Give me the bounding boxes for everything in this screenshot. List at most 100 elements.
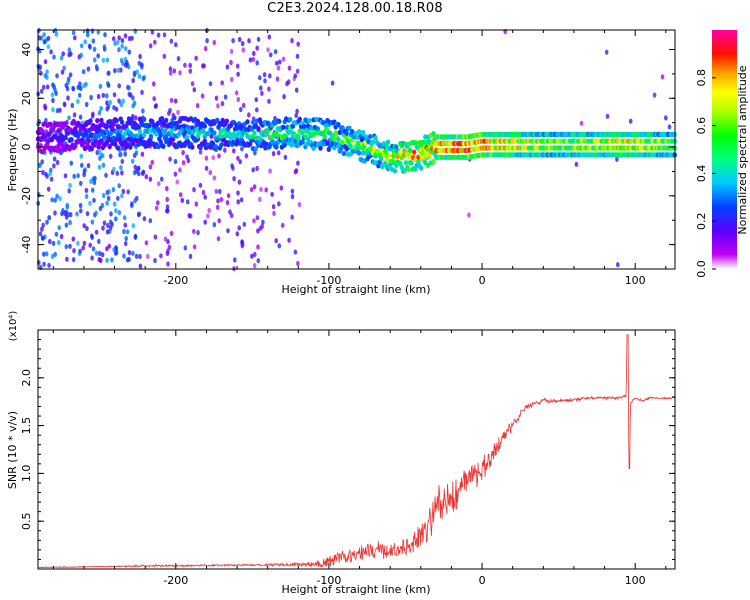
- spectrogram-cell: [268, 168, 272, 174]
- spectrogram-cell: [229, 59, 233, 66]
- colorbar-label: Normalized spectral amplitude: [736, 65, 749, 234]
- spectrogram-cell: [59, 55, 64, 61]
- spectrogram-cell: [141, 108, 145, 114]
- spectrogram-cell: [406, 166, 411, 173]
- spectrogram-cell: [220, 80, 224, 86]
- spectrogram-cell: [148, 164, 153, 170]
- spectrogram-cell: [307, 118, 312, 124]
- spectrogram-cell: [165, 250, 170, 256]
- spectrogram-cell: [53, 197, 57, 203]
- spectrogram-cell: [288, 117, 293, 123]
- spectrogram-cell: [73, 143, 78, 149]
- spectrogram-cell: [290, 38, 294, 44]
- spectrogram-cell: [121, 98, 125, 104]
- spectrogram-cell: [356, 150, 362, 156]
- spectrogram-cell: [288, 137, 293, 143]
- spectrogram-cell: [62, 102, 67, 108]
- spectrogram-cell: [245, 119, 250, 125]
- spectrogram-cell: [207, 207, 211, 214]
- spectrogram-cell: [45, 84, 50, 90]
- spectrogram-cell: [409, 160, 414, 166]
- spectrogram-cell: [133, 198, 137, 204]
- spectrogram-cell: [112, 201, 117, 207]
- spectrogram-cell: [296, 260, 300, 267]
- spectrogram-cell: [97, 164, 102, 170]
- spectrogram-cell: [212, 39, 217, 46]
- spectrogram-cell: [101, 162, 106, 168]
- spectrogram-cell: [144, 240, 149, 246]
- spectrogram-cell: [166, 261, 170, 267]
- spectrogram-cell: [240, 41, 245, 47]
- spectrogram-cell: [120, 43, 124, 49]
- spectrogram-cell: [98, 149, 102, 155]
- spectrogram-cell: [51, 82, 55, 88]
- spectrogram-cell: [79, 153, 84, 159]
- spectrogram-cell: [38, 231, 43, 237]
- spectrogram-cell: [253, 251, 257, 257]
- spectrogram-cell: [192, 228, 196, 234]
- snr-y-ticks: 0.5 1.0 1.5 2.0: [20, 329, 675, 570]
- spectrogram-cell: [190, 81, 195, 87]
- spectrogram-cell: [76, 240, 80, 246]
- snr-x-tick-label: -200: [163, 574, 188, 587]
- spectrogram-cell: [65, 86, 70, 92]
- spectrogram-cell: [152, 81, 156, 87]
- spectrogram-cell: [261, 219, 265, 225]
- spectrogram-cell: [395, 154, 400, 160]
- spectrogram-cell: [204, 165, 209, 171]
- spectrogram-cell: [50, 253, 55, 259]
- spectrogram-cell: [101, 134, 107, 140]
- spectrogram-cell: [281, 56, 286, 62]
- spectrogram-cell: [120, 38, 125, 44]
- spectrogram-cell: [68, 182, 72, 188]
- spectrogram-cell: [73, 35, 77, 41]
- spectrogram-cell: [76, 173, 80, 179]
- spectrogram-cell: [67, 188, 71, 194]
- spectrogram-cell: [84, 131, 89, 138]
- spectrogram-cell: [615, 156, 619, 162]
- colorbar-gradient: [712, 30, 737, 269]
- spectrogram-cell: [100, 153, 105, 159]
- spectrogram-cell: [57, 147, 63, 153]
- spectrogram-cell: [283, 154, 288, 160]
- spectrogram-cell: [116, 67, 121, 73]
- spectrogram-cell: [347, 125, 352, 131]
- spectrogram-cell: [215, 117, 220, 123]
- spectrogram-cell: [92, 197, 96, 203]
- spectrogram-cell: [125, 229, 130, 235]
- spectrogram-cell: [81, 245, 85, 251]
- spectrogram-cell: [94, 64, 99, 70]
- spectrogram-cell: [98, 83, 103, 89]
- spectrogram-cell: [123, 151, 127, 157]
- spectrogram-cell: [70, 102, 75, 109]
- spectrogram-cell: [431, 131, 436, 137]
- spectrogram-cell: [114, 118, 119, 124]
- spectrogram-cell: [196, 230, 200, 236]
- spectrogram-cell: [228, 209, 232, 215]
- spectrogram-cell: [330, 80, 335, 86]
- spectrogram-cell: [67, 115, 71, 121]
- spectrogram-cell: [126, 189, 130, 195]
- spectrogram-cell: [295, 53, 300, 59]
- spectrogram-cell: [178, 192, 183, 198]
- spectrogram-cell: [210, 140, 216, 146]
- spectrogram-y-tick-label: 20: [20, 91, 33, 105]
- spectrogram-cell: [180, 197, 185, 203]
- spectrogram-cell: [202, 63, 206, 69]
- spectrogram-cell: [271, 204, 276, 210]
- spectrogram-cell: [45, 74, 49, 80]
- snr-x-tick-label: -100: [316, 574, 341, 587]
- spectrogram-cell: [42, 261, 46, 267]
- spectrogram-cell: [49, 176, 54, 182]
- spectrogram-cell: [110, 257, 114, 263]
- spectrogram-cell: [119, 165, 123, 171]
- spectrogram-cell: [379, 156, 384, 162]
- spectrogram-cell: [148, 43, 153, 49]
- spectrogram-cell: [252, 263, 257, 269]
- spectrogram-cell: [71, 257, 76, 263]
- spectrogram-cell: [300, 139, 305, 145]
- spectrogram-cell: [96, 144, 101, 150]
- spectrogram-cell: [99, 117, 104, 123]
- spectrogram-cell: [392, 168, 398, 174]
- spectrogram-cell: [172, 68, 177, 74]
